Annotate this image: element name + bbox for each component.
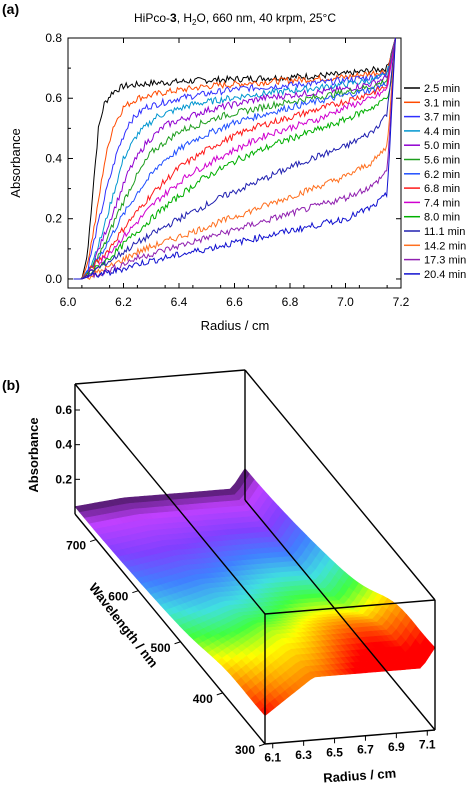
z-tick-label-b: 0.6 bbox=[55, 403, 72, 417]
surface-plot-b bbox=[74, 468, 436, 717]
x-tick-label-a: 6.8 bbox=[282, 295, 299, 309]
legend-label: 20.4 min bbox=[424, 269, 466, 281]
legend-label: 6.2 min bbox=[424, 169, 460, 181]
y-tick-b bbox=[89, 539, 97, 543]
x-tick-label-b: 6.5 bbox=[326, 745, 343, 759]
y-tick-label-a: 0.6 bbox=[45, 91, 62, 105]
y-tick-b bbox=[216, 692, 223, 696]
series-line bbox=[73, 37, 396, 280]
legend-label: 3.7 min bbox=[424, 112, 460, 124]
x-tick-label-b: 6.9 bbox=[388, 740, 405, 754]
legend-label: 5.6 min bbox=[424, 155, 460, 167]
axis-ticks-a: 6.0 6.2 6.4 6.6 6.8 7.0 7.2 0.0 0.2 0.4 0.6 0.8 bbox=[45, 31, 409, 309]
x-tick-label-b: 7.1 bbox=[419, 738, 436, 752]
z-axis-title-b: Absorbance bbox=[26, 417, 41, 492]
x-tick-label-b: 6.3 bbox=[295, 748, 312, 762]
panel-label-a: (a) bbox=[2, 1, 19, 17]
series-line bbox=[73, 37, 396, 280]
z-tick-label-b: 0.2 bbox=[55, 472, 72, 486]
y-tick-label-a: 0.8 bbox=[45, 31, 62, 45]
x-tick-label-a: 6.6 bbox=[226, 295, 243, 309]
chart-title-a: HiPco-3, H2O, 660 nm, 40 krpm, 25°C bbox=[134, 11, 336, 27]
series-line bbox=[73, 37, 396, 280]
z-tick-label-b: 0.4 bbox=[55, 438, 72, 452]
legend-a: 2.5 min 3.1 min 3.7 min 4.4 min 5.0 min 5.6 m… bbox=[404, 83, 466, 281]
y-tick-label-a: 0.0 bbox=[45, 272, 62, 286]
x-axis-title-a: Radius / cm bbox=[201, 318, 270, 333]
legend-label: 17.3 min bbox=[424, 255, 466, 267]
y-tick-label-b: 600 bbox=[108, 590, 128, 604]
chart-title-suffix: O, 660 nm, 40 krpm, 25°C bbox=[196, 11, 336, 25]
box-edge bbox=[244, 369, 436, 601]
box-edge bbox=[74, 513, 266, 745]
x-axis-title-b: Radius / cm bbox=[323, 765, 397, 785]
series-line bbox=[73, 37, 396, 280]
x-tick-label-a: 6.4 bbox=[171, 295, 188, 309]
y-tick-b bbox=[174, 641, 181, 645]
chart-title-prefix: HiPco- bbox=[134, 11, 170, 25]
x-tick-label-b: 6.7 bbox=[357, 743, 374, 757]
chart-title-bold: 3 bbox=[170, 11, 177, 25]
series-lines-a bbox=[73, 37, 396, 281]
legend-label: 14.2 min bbox=[424, 240, 466, 252]
legend-label: 8.0 min bbox=[424, 212, 460, 224]
chart-b: (b) 6.1 6.3 6.5 6.7 6.9 7.1 700 600 500 400 300 0.2… bbox=[2, 369, 436, 786]
series-line bbox=[73, 37, 396, 280]
series-line bbox=[73, 37, 396, 280]
x-tick-label-a: 7.0 bbox=[337, 295, 354, 309]
axis-ticks-b: 6.1 6.3 6.5 6.7 6.9 7.1 700 600 500 400 300 0.2 0.4 0… bbox=[55, 403, 436, 764]
series-line bbox=[73, 37, 396, 280]
legend-label: 11.1 min bbox=[424, 226, 465, 238]
legend-label: 5.0 min bbox=[424, 140, 460, 152]
y-tick-label-a: 0.4 bbox=[45, 151, 62, 165]
chart-title-middle: , H bbox=[177, 11, 192, 25]
chart-title-sub: 2 bbox=[192, 18, 197, 27]
box-edge bbox=[264, 599, 436, 615]
series-line bbox=[73, 37, 396, 280]
x-tick-label-a: 6.2 bbox=[115, 295, 132, 309]
legend-label: 3.1 min bbox=[424, 97, 460, 109]
box-edge bbox=[74, 369, 246, 385]
surface-patch bbox=[424, 642, 436, 656]
series-line bbox=[73, 37, 396, 281]
y-tick-label-b: 700 bbox=[66, 539, 86, 553]
series-line bbox=[73, 37, 396, 280]
series-line bbox=[73, 37, 396, 280]
bounding-box-b bbox=[74, 369, 436, 745]
box-edge bbox=[244, 499, 436, 731]
box-edge bbox=[264, 729, 436, 745]
x-tick-label-b: 6.1 bbox=[264, 750, 281, 764]
x-tick-label-a: 7.2 bbox=[393, 295, 410, 309]
y-axis-title-a: Absorbance bbox=[8, 128, 23, 197]
legend-label: 4.4 min bbox=[424, 126, 460, 138]
series-line bbox=[73, 37, 396, 280]
y-tick-label-a: 0.2 bbox=[45, 212, 62, 226]
y-tick-b bbox=[258, 743, 266, 747]
x-tick-label-a: 6.0 bbox=[60, 295, 77, 309]
legend-label: 7.4 min bbox=[424, 197, 460, 209]
y-tick-label-b: 300 bbox=[235, 743, 255, 757]
legend-label: 6.8 min bbox=[424, 183, 460, 195]
y-tick-label-b: 500 bbox=[151, 641, 171, 655]
legend-label: 2.5 min bbox=[424, 83, 460, 95]
y-tick-label-b: 400 bbox=[193, 692, 213, 706]
box-edge bbox=[74, 383, 266, 615]
chart-a: (a) HiPco-3, H2O, 660 nm, 40 krpm, 25°C … bbox=[2, 1, 466, 333]
panel-label-b: (b) bbox=[2, 377, 20, 393]
y-tick-b bbox=[132, 590, 139, 594]
